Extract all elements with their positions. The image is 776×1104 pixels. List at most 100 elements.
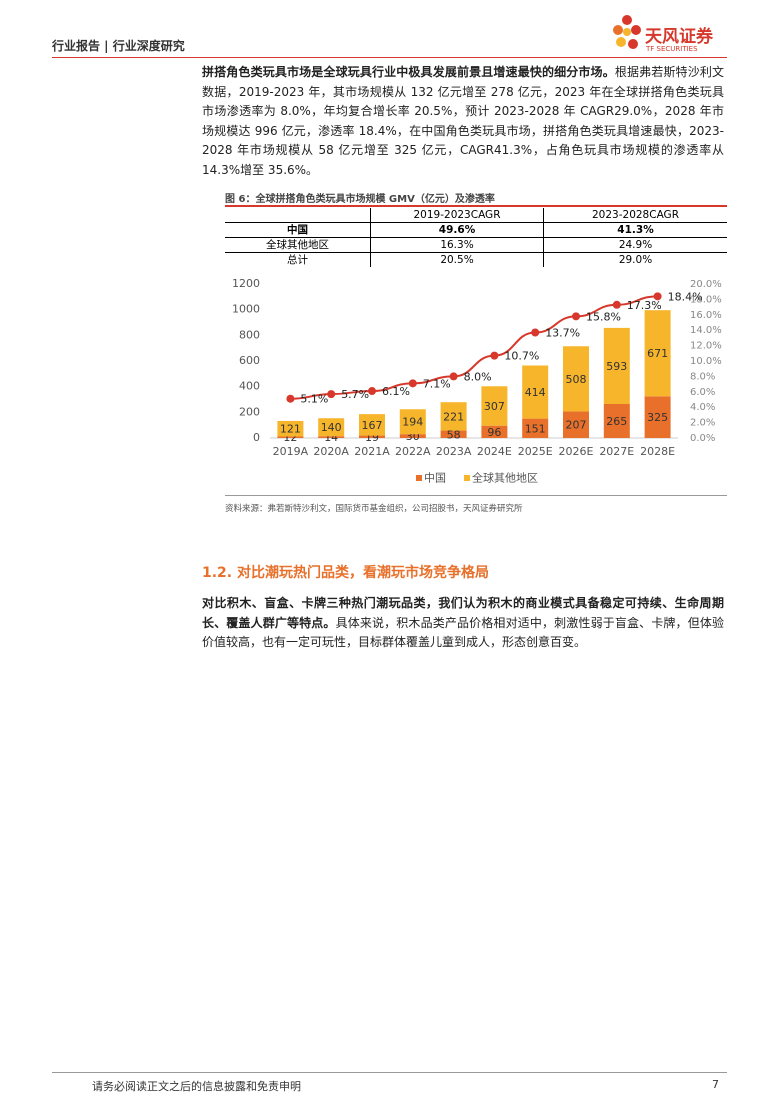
line-label: 6.1% [382,385,410,398]
cell: 24.9% [543,237,727,253]
bar-label: 414 [525,386,546,399]
y-tick-label: 800 [239,328,260,341]
bar-label: 207 [566,419,587,432]
line-label: 5.7% [341,388,369,401]
line-point [327,390,336,399]
bar [563,346,589,412]
x-tick-label: 2025E [518,445,553,458]
y2-tick-label: 4.0% [690,402,715,413]
page-number: 7 [712,1078,719,1091]
section-number: 1.2. [202,565,233,581]
line-point [286,394,295,403]
line-label: 7.1% [423,377,451,390]
y2-tick-label: 18.0% [690,294,722,305]
bar-label: 508 [566,373,587,386]
bar-label: 121 [280,423,301,436]
cell [225,208,371,223]
cell: 29.0% [543,252,727,267]
table: 2019-2023CAGR 2023-2028CAGR 中国 49.6% 41.3% … [225,208,727,267]
legend-label: 中国 [424,472,446,485]
bar [318,436,345,438]
line-point [490,351,499,360]
y-tick-label: 1200 [232,277,260,290]
bar [563,411,589,438]
x-tick-label: 2020A [313,445,349,458]
bold-text: 对比积木、盲盒、卡牌三种热门潮玩品类，我们认为积木的商业模式具备稳定可持续、生命… [202,596,724,630]
bar-label: 167 [362,419,383,432]
bar-label: 194 [402,416,423,429]
bar [603,327,630,404]
x-tick-label: 2022A [395,445,431,458]
line-label: 17.3% [627,299,662,312]
chart: 0 200 400 600 800 1000 1200 0.0% 2.0% 4.0% 6.0% 8.0… [232,277,722,485]
bar [277,420,304,437]
line-label: 10.7% [504,350,539,363]
bar [277,436,304,438]
bar [399,409,426,435]
cell: 中国 [225,222,371,238]
bar [318,418,345,437]
bar-label: 325 [647,411,668,424]
bar [481,386,508,426]
y-tick-label: 200 [239,405,260,418]
paragraph: 对比积木、盲盒、卡牌三种热门潮玩品类，我们认为积木的商业模式具备稳定可持续、生命… [202,594,724,653]
x-tick-label: 2028E [640,445,675,458]
table-row: 全球其他地区 16.3% 24.9% [225,237,727,253]
bar [399,434,426,438]
bar-label: 140 [321,421,342,434]
bar-label: 151 [525,422,546,435]
figure-title: 图 6：全球拼搭角色类玩具市场规模 GMV（亿元）及渗透率 [225,194,495,205]
cell: 41.3% [543,222,727,238]
header-left: 行业报告 | 行业深度研究 [52,39,185,53]
bar [440,402,467,431]
y-tick-label: 1000 [232,303,260,316]
bar-label: 96 [487,426,501,439]
y2-tick-label: 2.0% [690,418,715,429]
bar [359,414,385,436]
y-tick-label: 0 [253,431,260,444]
legend-swatch [416,475,422,481]
cell: 全球其他地区 [225,237,371,253]
bar [481,425,508,438]
figure-source: 资料来源：弗若斯特沙利文，国际货币基金组织，公司招股书，天风证券研究所 [225,504,523,514]
y2-tick-label: 14.0% [690,325,722,336]
y2-tick-label: 8.0% [690,371,715,382]
line-label: 15.8% [586,310,621,323]
logo-icon [613,15,641,49]
bar [522,365,549,419]
legend-label: 全球其他地区 [472,471,538,485]
x-tick-label: 2019A [273,445,309,458]
x-tick-label: 2021A [354,445,390,458]
x-tick-label: 2023A [436,445,472,458]
table-row: 总计 20.5% 29.0% [225,252,727,267]
footer-disclaimer: 请务必阅读正文之后的信息披露和免责申明 [92,1080,301,1093]
figure-rule [225,495,727,496]
cell: 2023-2028CAGR [543,208,727,223]
line-point [531,328,540,337]
line-label: 18.4% [668,290,703,303]
brand: 天风证券 [645,27,713,47]
section-title: 对比潮玩热门品类，看潮玩市场竞争格局 [237,565,489,581]
bar-label: 265 [606,415,627,428]
line-label: 8.0% [464,370,492,383]
line-label: 5.1% [300,393,328,406]
line-point [408,379,417,388]
bar [359,435,385,438]
y2-tick-label: 16.0% [690,310,722,321]
cell: 2019-2023CAGR [370,208,544,223]
y2-tick-label: 0.0% [690,433,715,444]
x-tick-label: 2027E [599,445,634,458]
y2-tick-label: 10.0% [690,356,722,367]
y-tick-label: 400 [239,380,260,393]
line-point [653,292,662,301]
line-point [449,372,458,381]
footer-rule [52,1072,727,1073]
bar [603,403,630,438]
cell: 16.3% [370,237,544,253]
x-tick-label: 2026E [559,445,594,458]
cell: 总计 [287,254,308,266]
section-heading: 1.2. 对比潮玩热门品类，看潮玩市场竞争格局 [202,562,489,582]
table-row: 中国 49.6% 41.3% [225,222,727,238]
header-rule [52,57,727,58]
bar [644,396,671,438]
